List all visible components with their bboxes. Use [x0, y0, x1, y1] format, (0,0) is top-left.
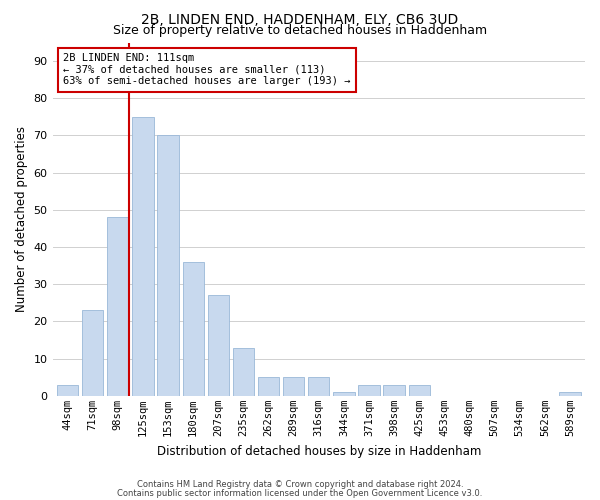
Bar: [333, 392, 355, 396]
Bar: [182, 262, 204, 396]
Bar: [308, 378, 329, 396]
Bar: [107, 218, 128, 396]
Text: Contains public sector information licensed under the Open Government Licence v3: Contains public sector information licen…: [118, 489, 482, 498]
Bar: [559, 392, 581, 396]
Y-axis label: Number of detached properties: Number of detached properties: [15, 126, 28, 312]
Bar: [57, 384, 78, 396]
Bar: [157, 136, 179, 396]
Text: Contains HM Land Registry data © Crown copyright and database right 2024.: Contains HM Land Registry data © Crown c…: [137, 480, 463, 489]
Text: 2B LINDEN END: 111sqm
← 37% of detached houses are smaller (113)
63% of semi-det: 2B LINDEN END: 111sqm ← 37% of detached …: [63, 53, 350, 86]
Bar: [358, 384, 380, 396]
X-axis label: Distribution of detached houses by size in Haddenham: Distribution of detached houses by size …: [157, 444, 481, 458]
Bar: [208, 296, 229, 396]
Bar: [258, 378, 279, 396]
Bar: [409, 384, 430, 396]
Text: Size of property relative to detached houses in Haddenham: Size of property relative to detached ho…: [113, 24, 487, 37]
Bar: [383, 384, 405, 396]
Bar: [82, 310, 103, 396]
Bar: [233, 348, 254, 396]
Text: 2B, LINDEN END, HADDENHAM, ELY, CB6 3UD: 2B, LINDEN END, HADDENHAM, ELY, CB6 3UD: [142, 12, 458, 26]
Bar: [283, 378, 304, 396]
Bar: [132, 117, 154, 396]
